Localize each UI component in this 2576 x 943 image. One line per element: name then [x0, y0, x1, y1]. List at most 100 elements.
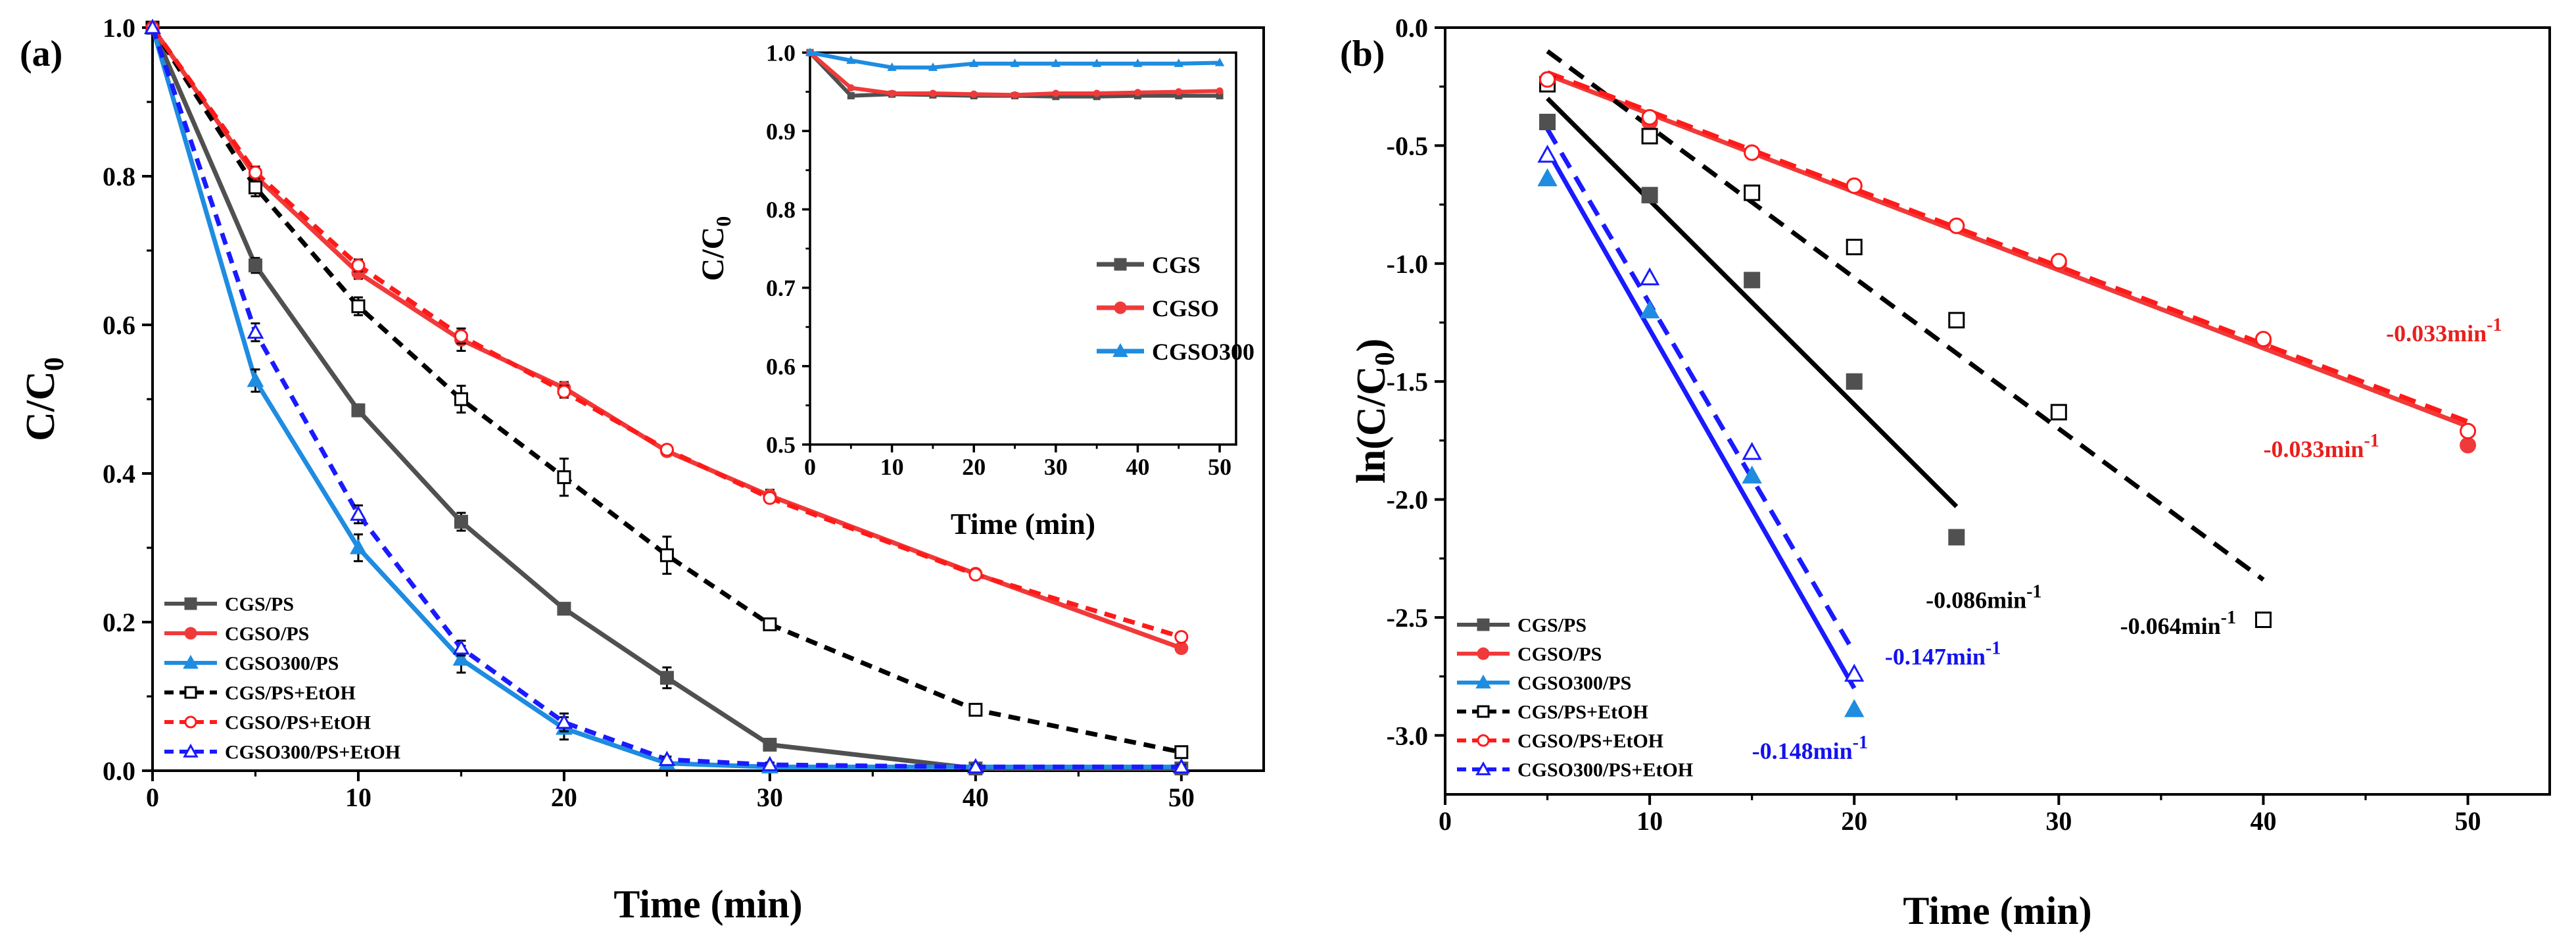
a-panel-label: (a) [20, 34, 62, 74]
b-panel-label: (b) [1340, 34, 1385, 74]
a-inset-data-point [1093, 89, 1101, 97]
b-data-point [1639, 267, 1660, 285]
a-y-tick-label: 0.2 [103, 608, 135, 637]
a-series-CGSO300/PS+EtOH [144, 18, 1190, 774]
a-legend-marker [184, 597, 197, 610]
a-inset-y-tick-label: 0.9 [766, 118, 796, 145]
b-legend-label: CGSO/PS+EtOH [1517, 731, 1663, 752]
a-inset-data-point [846, 55, 856, 64]
a-legend-marker [184, 627, 197, 640]
a-data-point [248, 165, 262, 180]
a-x-tick-label: 20 [551, 783, 577, 812]
b-data-point [1537, 144, 1558, 163]
a-data-point [763, 737, 777, 752]
a-data-point [968, 702, 983, 717]
b-data-point [1948, 529, 1965, 546]
b-data-point [2050, 404, 2067, 421]
b-series-CGSO300/PS+EtOH [1537, 144, 1865, 682]
b-x-axis-label: Time (min) [1903, 889, 2091, 932]
b-y-tick-label: 0.0 [1395, 13, 1428, 43]
a-data-point [763, 617, 777, 631]
a-data-point [659, 671, 674, 685]
a-inset-data-point [847, 84, 855, 92]
b-y-tick-label: -1.0 [1387, 249, 1428, 279]
b-data-point [1742, 442, 1762, 460]
b-data-point [1948, 312, 1965, 329]
a-series-CGS/PS+EtOH [145, 20, 1189, 760]
b-data-point [2050, 253, 2067, 270]
a-inset-data-point [969, 58, 979, 67]
a-legend-label: CGSO/PS [225, 623, 309, 645]
b-series-CGSO300/PS [1537, 168, 1865, 717]
a-x-tick-label: 10 [345, 783, 371, 812]
a-inset-data-point [1216, 87, 1224, 95]
a-x-tick-label: 0 [146, 783, 159, 812]
a-data-point [452, 650, 470, 666]
a-data-point [1174, 745, 1189, 760]
b-rate-annotation: -0.147min-1 [1885, 639, 2001, 670]
a-data-point [658, 750, 676, 766]
a-inset-data-point [847, 92, 855, 100]
a-data-point [351, 403, 366, 418]
a-data-point [351, 258, 366, 273]
b-axes-frame [1444, 26, 2551, 796]
a-inset-legend-label: CGS [1152, 252, 1201, 278]
a-x-tick-label: 30 [757, 783, 783, 812]
a-inset-data-point [1010, 58, 1020, 67]
b-rate-annotation: -0.086min-1 [1926, 582, 2041, 614]
b-y-tick-label: -1.5 [1387, 367, 1428, 397]
b-data-point [1744, 184, 1761, 201]
b-data-point [1948, 217, 1965, 234]
b-legend-marker [1477, 647, 1490, 660]
b-series-CGS/PS+EtOH [1539, 76, 2272, 629]
b-series-CGSO/PS [1539, 71, 2477, 454]
a-data-point [659, 548, 674, 562]
b-legend-label: CGS/PS [1517, 615, 1586, 637]
a-legend-label: CGSO300/PS [225, 653, 339, 675]
a-inset-data-point [1174, 58, 1183, 67]
b-x-tick-label: 50 [2455, 806, 2481, 836]
b-x-tick-label: 0 [1439, 806, 1452, 836]
b-y-tick-label: -0.5 [1387, 131, 1428, 160]
a-y-tick-label: 0.0 [103, 756, 135, 786]
b-legend-label: CGSO/PS [1517, 644, 1602, 665]
b-rate-annotation: -0.033min-1 [2263, 431, 2379, 462]
b-series-CGSO/PS+EtOH [1539, 71, 2477, 439]
a-inset-y-tick-label: 0.8 [766, 197, 796, 223]
panel-a: 0 10 20 30 40 50 0.0 0.2 0.4 0.6 0.8 1.0 (a) Time (mi… [18, 13, 1265, 926]
b-data-point [1846, 239, 1863, 256]
a-inset-x-tick-label: 50 [1208, 454, 1231, 480]
a-data-point [557, 602, 571, 616]
a-legend-marker [183, 743, 199, 758]
b-data-point [1641, 128, 1658, 145]
a-inset-legend-marker [1112, 343, 1128, 357]
b-legend-marker [1477, 705, 1490, 718]
b-fit-line [1546, 72, 2469, 429]
b-y-tick-label: -2.0 [1387, 485, 1428, 515]
b-rate-annotation: -0.033min-1 [2386, 315, 2502, 347]
a-inset-data-point [1133, 58, 1143, 67]
b-data-point [1846, 373, 1863, 390]
a-inset-data-point [929, 89, 937, 97]
a-inset-bg [810, 53, 1236, 445]
a-inset-legend-label: CGSO300 [1152, 339, 1254, 365]
b-fit-line [1546, 97, 1959, 508]
a-inset-series-CGSO300 [805, 47, 1225, 71]
a-data-point [144, 18, 161, 34]
a-legend-marker [184, 715, 197, 729]
b-rate-annotation: -0.148min-1 [1752, 733, 1868, 764]
b-data-point [1846, 177, 1863, 194]
b-data-point [1641, 187, 1658, 204]
b-legend-marker [1477, 618, 1490, 631]
a-inset-data-point [970, 90, 978, 98]
b-legend-label: CGSO300/PS+EtOH [1517, 760, 1693, 781]
b-legend-label: CGS/PS+EtOH [1517, 702, 1648, 723]
a-x-tick-label: 50 [1168, 783, 1195, 812]
a-inset-y-tick-label: 1.0 [766, 40, 796, 66]
a-inset-data-point [1051, 58, 1061, 67]
a-inset-x-tick-label: 10 [880, 454, 904, 480]
a-inset-y-tick-label: 0.7 [766, 275, 796, 301]
a-inset-x-axis-label: Time (min) [951, 507, 1095, 541]
a-inset-legend-marker [1114, 301, 1127, 314]
